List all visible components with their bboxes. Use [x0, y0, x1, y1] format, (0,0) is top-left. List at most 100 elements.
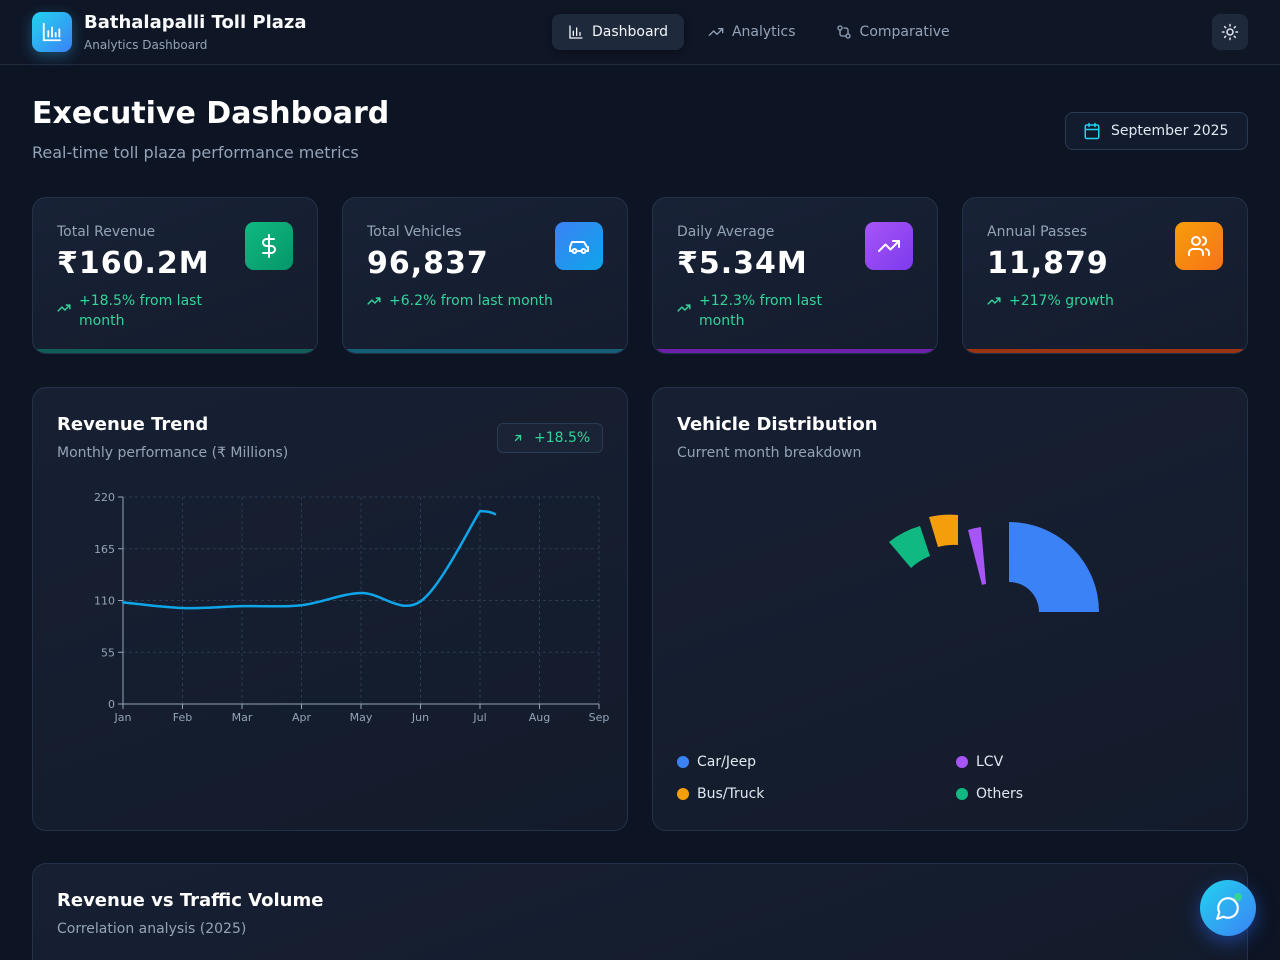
vehicle-donut-chart: [889, 514, 1099, 612]
stat-label: Total Vehicles: [367, 224, 462, 240]
page-title: Executive Dashboard: [32, 96, 390, 131]
legend-item-car-jeep[interactable]: Car/Jeep: [677, 754, 756, 770]
stat-icon-box: [555, 222, 603, 270]
donut-slice-car-jeep: [1009, 522, 1099, 612]
x-tick-label: Mar: [232, 711, 253, 724]
users-icon: [1188, 236, 1211, 256]
trend-badge-text: +18.5%: [534, 430, 591, 446]
x-tick-label: May: [350, 711, 373, 724]
panel-title: Revenue Trend: [57, 414, 209, 435]
stat-icon-box: [865, 222, 913, 270]
stat-card-daily-average: Daily Average ₹5.34M +12.3% from last mo…: [652, 197, 938, 354]
stat-change: +217% growth: [987, 291, 1157, 311]
panel-title: Vehicle Distribution: [677, 414, 878, 435]
x-tick-label: Feb: [173, 711, 192, 724]
nav-tab-comparative[interactable]: Comparative: [820, 14, 966, 50]
arrow-up-right-icon: [514, 434, 522, 442]
bar-chart-icon: [569, 25, 583, 39]
nav-tab-label: Dashboard: [592, 24, 668, 40]
stat-accent-bar: [653, 349, 937, 353]
dollar-icon: [262, 234, 276, 258]
stat-change: +12.3% from last month: [677, 291, 847, 331]
trend-badge: +18.5%: [497, 423, 603, 453]
vehicle-distribution-panel: Vehicle Distribution Current month break…: [652, 387, 1248, 831]
legend-label: Car/Jeep: [697, 754, 757, 770]
panel-subtitle: Correlation analysis (2025): [57, 921, 247, 937]
bar-chart-icon: [42, 22, 62, 42]
stat-card-vehicles: Total Vehicles 96,837 +6.2% from last mo…: [342, 197, 628, 354]
stat-card-annual-passes: Annual Passes 11,879 +217% growth: [962, 197, 1248, 354]
stat-card-revenue: Total Revenue ₹160.2M +18.5% from last m…: [32, 197, 318, 354]
legend-label: Bus/Truck: [697, 786, 765, 802]
stat-label: Daily Average: [677, 224, 775, 240]
top-navbar: Bathalapalli Toll Plaza Analytics Dashbo…: [0, 0, 1280, 65]
donut-slice-others: [889, 526, 930, 568]
stat-change-text: +12.3% from last month: [699, 293, 822, 329]
donut-slice-bus-truck: [929, 514, 958, 547]
nav-tab-label: Analytics: [731, 24, 796, 40]
revenue-trend-panel: Revenue Trend Monthly performance (₹ Mil…: [32, 387, 628, 831]
stat-value: ₹160.2M: [57, 246, 210, 281]
stat-accent-bar: [343, 349, 627, 353]
stat-change-text: +217% growth: [1009, 293, 1114, 309]
main-nav: Dashboard Analytics Comparative: [552, 14, 966, 50]
nav-tab-analytics[interactable]: Analytics: [692, 14, 812, 50]
panel-subtitle: Current month breakdown: [677, 445, 862, 461]
app-logo[interactable]: [32, 12, 72, 52]
stat-accent-bar: [963, 349, 1247, 353]
legend-item-lcv[interactable]: LCV: [956, 754, 1003, 770]
legend-item-others[interactable]: Others: [956, 786, 1023, 802]
y-tick-label: 165: [94, 543, 115, 556]
chat-button[interactable]: [1200, 880, 1256, 936]
nav-tab-dashboard[interactable]: Dashboard: [552, 14, 684, 50]
stat-label: Total Revenue: [57, 224, 156, 240]
chat-bubble-icon: [1216, 897, 1239, 920]
legend-label: Others: [976, 786, 1024, 802]
trending-up-icon: [57, 304, 71, 312]
x-tick-label: Jan: [114, 711, 132, 724]
x-tick-label: Apr: [292, 711, 312, 724]
y-tick-label: 220: [94, 491, 115, 504]
x-tick-label: Jun: [411, 711, 429, 724]
legend-dot: [677, 756, 689, 768]
stat-accent-bar: [33, 349, 317, 353]
online-status-dot: [1234, 893, 1242, 901]
trending-up-icon: [367, 297, 381, 305]
donut-slice-car-jeep-hidden: [968, 527, 986, 585]
y-tick-label: 55: [101, 646, 115, 659]
revenue-series-line: [121, 509, 497, 610]
revenue-line-chart: 0 55 110 165 220 Jan Feb Mar Apr May Jun Jul Aug Sep: [94, 491, 610, 724]
page-subtitle: Real-time toll plaza performance metrics: [32, 143, 359, 162]
x-tick-label: Sep: [589, 711, 610, 724]
trending-up-icon: [987, 297, 1001, 305]
panel-title: Revenue vs Traffic Volume: [57, 890, 324, 911]
stat-change-text: +6.2% from last month: [389, 293, 553, 309]
trending-up-icon: [708, 27, 724, 36]
stat-icon-box: [1175, 222, 1223, 270]
nav-tab-label: Comparative: [859, 24, 950, 40]
calendar-icon: [1084, 122, 1100, 140]
panel-subtitle: Monthly performance (₹ Millions): [57, 445, 289, 461]
stat-change: +6.2% from last month: [367, 291, 587, 311]
legend-item-bus-truck[interactable]: Bus/Truck: [677, 786, 764, 802]
x-tick-label: Aug: [529, 711, 550, 724]
car-icon: [569, 241, 589, 254]
legend-dot: [677, 788, 689, 800]
trending-up-icon: [878, 240, 900, 252]
stat-label: Annual Passes: [987, 224, 1088, 240]
theme-toggle-button[interactable]: [1212, 14, 1248, 50]
correlation-panel: Revenue vs Traffic Volume Correlation an…: [32, 863, 1248, 960]
app-title: Bathalapalli Toll Plaza: [84, 12, 307, 33]
y-tick-label: 0: [108, 698, 115, 711]
date-label: September 2025: [1111, 123, 1229, 139]
stat-change-text: +18.5% from last month: [79, 293, 202, 329]
compare-icon: [836, 25, 851, 39]
sun-icon: [1221, 23, 1239, 41]
stat-icon-box: [245, 222, 293, 270]
legend-dot: [956, 788, 968, 800]
y-tick-label: 110: [94, 595, 115, 608]
date-picker-button[interactable]: September 2025: [1065, 112, 1248, 150]
app-subtitle: Analytics Dashboard: [84, 38, 208, 52]
stat-change: +18.5% from last month: [57, 291, 227, 331]
legend-label: LCV: [976, 754, 1004, 770]
